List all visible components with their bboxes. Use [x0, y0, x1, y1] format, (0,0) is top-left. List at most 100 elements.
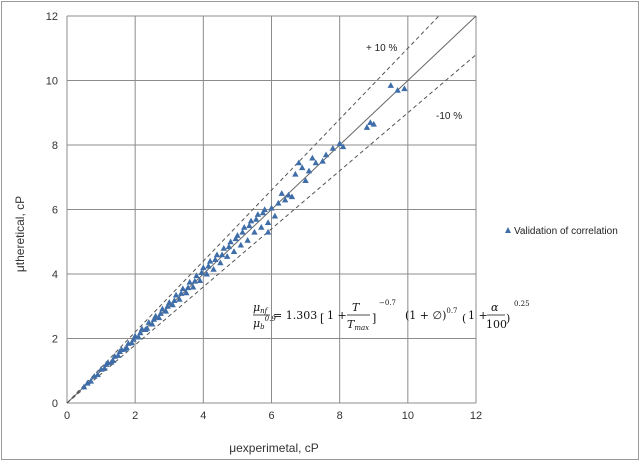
- x-tick-label: 12: [470, 410, 482, 422]
- legend-marker-triangle: [505, 227, 511, 233]
- x-tick-label: 8: [337, 410, 343, 422]
- data-point: [130, 335, 137, 342]
- data-point: [264, 219, 272, 225]
- data-point: [251, 228, 258, 235]
- data-point: [275, 199, 282, 206]
- data-point: [172, 291, 180, 298]
- x-tick-label: 4: [200, 410, 206, 422]
- x-tick-label: 0: [64, 410, 70, 422]
- tolerance-line: [66, 15, 440, 404]
- data-point: [94, 371, 101, 378]
- y-axis-title: μtheretical, cP: [13, 196, 27, 272]
- equation-paren-open: (: [462, 312, 466, 325]
- data-point: [155, 314, 163, 321]
- data-point: [184, 284, 192, 291]
- data-point: [339, 143, 347, 150]
- data-point: [123, 344, 130, 351]
- data-point: [220, 245, 227, 251]
- data-point: [145, 319, 152, 325]
- data-point: [387, 82, 394, 88]
- data-point: [319, 157, 326, 164]
- data-point: [278, 190, 285, 196]
- equation-bracket-open: [: [320, 312, 324, 325]
- data-point: [258, 224, 265, 230]
- correlation-equation: μnf μb0.9 = 1.303 [ 1 + T Tmax ] −0.7 (1…: [253, 299, 530, 332]
- equation-alpha: α: [491, 301, 499, 314]
- data-point: [298, 164, 306, 171]
- data-point: [230, 248, 238, 254]
- data-point: [149, 320, 156, 327]
- x-tick-labels: 0 2 4 6 8 10 12: [64, 410, 482, 422]
- data-point: [171, 297, 178, 304]
- data-point: [254, 211, 262, 217]
- data-point: [370, 120, 377, 127]
- data-point: [203, 270, 210, 277]
- data-point: [157, 310, 164, 316]
- data-point: [302, 177, 309, 184]
- data-point: [177, 290, 185, 296]
- y-tick-label: 12: [46, 11, 58, 23]
- data-point: [210, 265, 217, 272]
- data-point: [237, 241, 245, 248]
- data-point: [329, 145, 337, 151]
- data-points: [80, 82, 408, 390]
- data-point: [164, 303, 171, 309]
- data-point: [401, 85, 408, 92]
- data-point: [150, 315, 158, 322]
- data-point: [223, 253, 231, 259]
- data-point: [259, 209, 267, 216]
- x-axis-title: μexperimetal, cP: [229, 441, 319, 455]
- data-point: [292, 170, 299, 177]
- data-point: [268, 204, 275, 211]
- data-point: [305, 167, 313, 174]
- data-point: [309, 154, 316, 161]
- data-point: [264, 228, 272, 235]
- data-point: [394, 86, 401, 93]
- data-point: [196, 277, 204, 284]
- data-point: [176, 295, 183, 302]
- data-point: [271, 212, 279, 219]
- data-point: [80, 383, 88, 390]
- equation-coefficient: = 1.303: [273, 309, 317, 322]
- data-point: [244, 236, 251, 243]
- data-point: [191, 277, 199, 284]
- x-tick-label: 10: [402, 410, 414, 422]
- data-point: [193, 272, 200, 279]
- upper-band-label: + 10 %: [366, 43, 398, 54]
- y-tick-label: 4: [52, 269, 58, 281]
- equation-phi-term: (1 + ∅)0.7: [405, 307, 458, 322]
- data-point: [200, 264, 207, 271]
- data-point: [241, 224, 248, 230]
- data-point: [186, 278, 193, 285]
- data-point: [116, 348, 124, 354]
- data-point: [114, 352, 122, 358]
- data-point: [179, 285, 187, 292]
- data-point: [363, 124, 371, 130]
- x-tick-label: 2: [132, 410, 138, 422]
- data-point: [312, 159, 320, 166]
- equation-tmax: Tmax: [347, 318, 369, 332]
- data-point: [128, 339, 135, 346]
- y-tick-label: 8: [52, 140, 58, 152]
- data-point: [198, 269, 205, 275]
- y-tick-label: 10: [46, 76, 58, 88]
- data-point: [189, 283, 197, 290]
- data-point: [162, 307, 170, 314]
- data-point: [367, 119, 374, 125]
- y-tick-label: 2: [52, 334, 58, 346]
- data-point: [217, 259, 224, 266]
- data-point: [288, 193, 296, 200]
- data-point: [232, 235, 239, 242]
- data-point: [322, 151, 330, 158]
- equation-paren-close: ): [506, 312, 510, 325]
- data-point: [183, 289, 190, 296]
- data-point: [227, 238, 234, 245]
- equation-hundred: 100: [486, 318, 507, 331]
- data-point: [213, 251, 221, 258]
- equation-one-plus-2: 1 +: [468, 309, 488, 322]
- data-point: [135, 333, 142, 340]
- data-point: [295, 159, 302, 166]
- y-tick-labels: 0 2 4 6 8 10 12: [46, 11, 58, 410]
